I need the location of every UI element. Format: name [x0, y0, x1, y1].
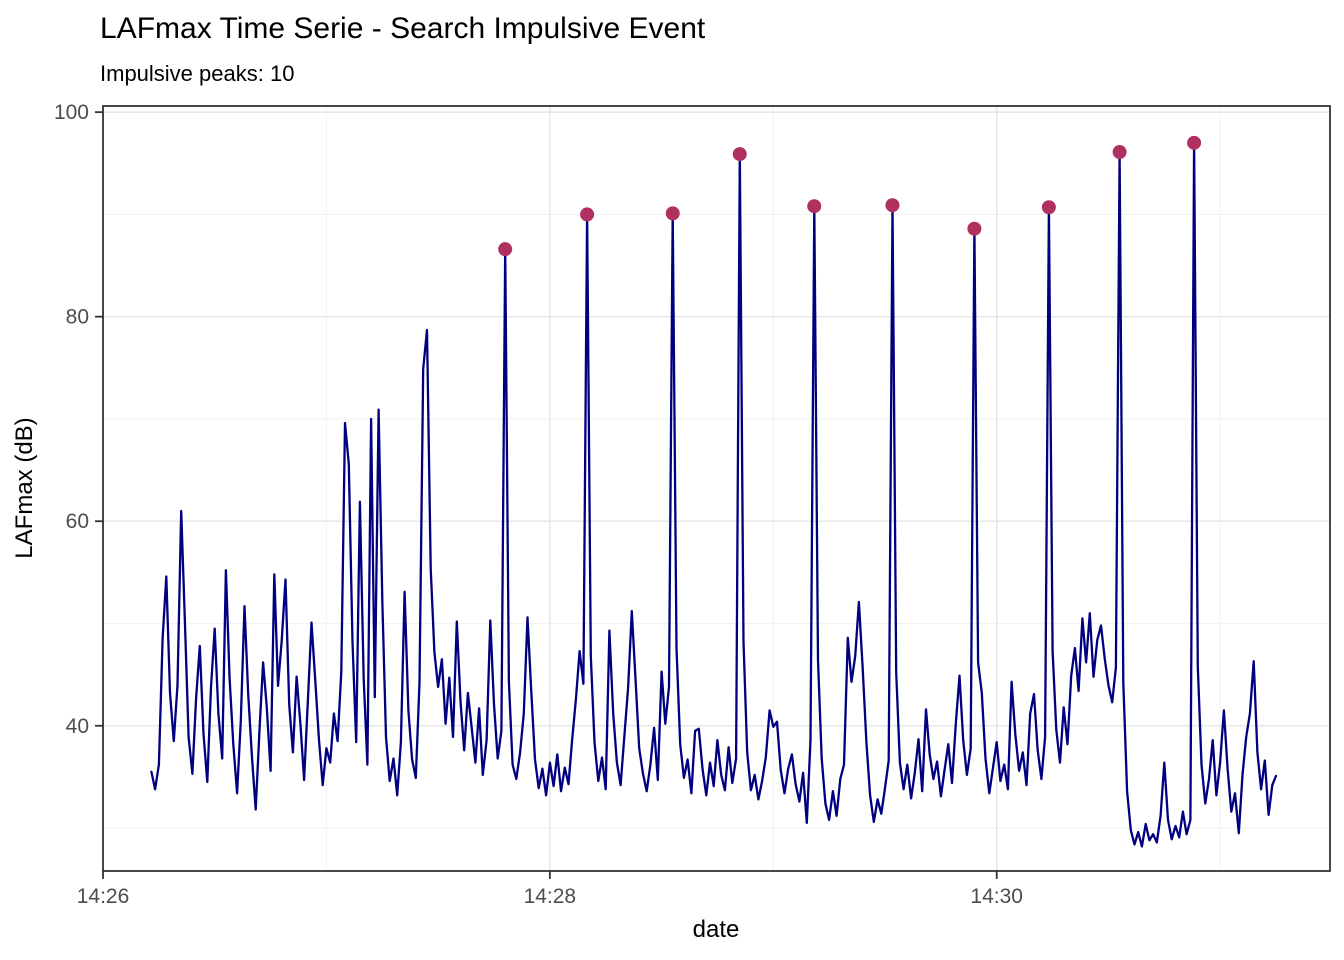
y-axis-tick-label: 40 [66, 715, 89, 738]
y-axis-tick-label: 80 [66, 306, 89, 329]
impulsive-peak-marker [732, 147, 747, 162]
chart-title: LAFmax Time Serie - Search Impulsive Eve… [100, 12, 706, 45]
y-axis-title: LAFmax (dB) [11, 417, 38, 558]
axis-layer: 14:26 14:28 14:30 40 60 80 100 [54, 101, 1023, 908]
impulsive-peak-marker [885, 198, 900, 213]
lafmax-series-line [150, 141, 1278, 848]
impulsive-peak-marker [498, 242, 513, 257]
impulsive-peak-marker [1041, 200, 1056, 215]
impulsive-peak-marker [807, 199, 822, 214]
impulsive-peak-marker [580, 207, 595, 222]
impulsive-peak-marker [665, 206, 680, 221]
impulsive-peak-marker [967, 221, 982, 236]
chart-subtitle: Impulsive peaks: 10 [100, 61, 294, 86]
impulsive-peak-marker [1112, 145, 1127, 160]
x-axis-tick-label: 14:28 [524, 885, 577, 908]
y-axis-tick-label: 100 [54, 101, 89, 124]
x-axis-tick-label: 14:30 [970, 885, 1023, 908]
series-layer [150, 135, 1278, 848]
x-axis-tick-label: 14:26 [77, 885, 130, 908]
impulsive-peak-marker [1187, 135, 1202, 150]
panel-border [102, 105, 1331, 872]
y-axis-tick-label: 60 [66, 510, 89, 533]
x-axis-title: date [693, 916, 740, 943]
